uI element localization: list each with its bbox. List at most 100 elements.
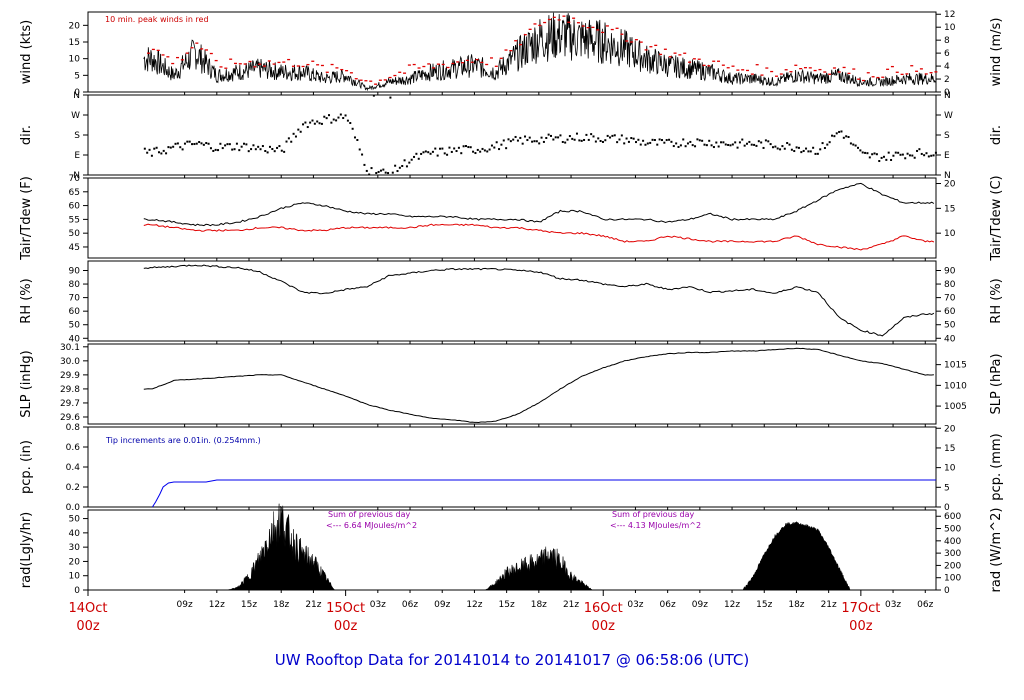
peak-wind-mark <box>325 71 329 73</box>
dir-point <box>417 157 420 160</box>
peak-wind-mark <box>702 64 706 66</box>
ytick-label-right-rad: 200 <box>944 561 961 571</box>
dir-point <box>911 154 914 157</box>
dir-point <box>231 148 234 151</box>
peak-wind-mark <box>518 43 522 46</box>
dir-point <box>856 146 859 149</box>
dir-point <box>219 142 222 145</box>
peak-wind-mark <box>770 70 774 73</box>
peak-wind-mark <box>678 54 682 56</box>
dir-point <box>812 146 815 149</box>
dir-point <box>580 139 583 142</box>
dir-point <box>559 134 562 137</box>
peak-wind-mark <box>403 72 407 74</box>
peak-wind-mark <box>572 17 576 19</box>
peak-wind-mark <box>774 75 778 77</box>
dir-point <box>781 145 784 148</box>
dir-point <box>535 140 538 143</box>
dir-point <box>502 139 505 142</box>
dir-point <box>285 140 288 143</box>
xtick-label: 21z <box>305 600 321 610</box>
dir-point <box>578 139 581 142</box>
peak-wind-mark <box>291 65 295 67</box>
peak-wind-mark <box>489 57 493 59</box>
peak-wind-mark <box>828 73 832 75</box>
peak-wind-mark <box>547 18 551 21</box>
dir-point <box>493 146 496 149</box>
dir-point <box>335 119 338 122</box>
dir-point <box>587 138 590 141</box>
ytick-label-right-pcp: 5 <box>944 483 950 493</box>
peak-wind-mark <box>900 73 904 76</box>
peak-wind-mark <box>311 60 315 62</box>
dir-point <box>918 148 921 151</box>
ytick-label-right-rh: 90 <box>944 266 956 276</box>
pcp-series-line <box>151 479 936 508</box>
dir-point <box>460 152 463 155</box>
peak-wind-mark <box>543 21 547 24</box>
dir-point <box>365 169 368 172</box>
dir-point <box>880 156 883 159</box>
dir-point <box>276 146 279 149</box>
dir-point <box>712 146 715 149</box>
dir-point <box>332 118 335 121</box>
dir-point <box>790 148 793 151</box>
peak-wind-mark <box>335 67 339 69</box>
dir-point <box>930 154 933 157</box>
peak-wind-mark <box>557 19 561 21</box>
dir-point <box>767 140 770 143</box>
peak-wind-mark <box>374 83 378 85</box>
dir-point <box>446 153 449 156</box>
peak-wind-mark <box>262 65 266 67</box>
peak-wind-mark <box>765 67 769 69</box>
dir-point <box>573 138 576 141</box>
dir-point <box>842 136 845 139</box>
peak-wind-mark <box>461 62 465 64</box>
dir-point <box>932 154 935 157</box>
dir-point <box>429 152 432 155</box>
peak-wind-mark <box>465 59 469 62</box>
dir-point <box>434 147 437 150</box>
dir-point <box>538 142 541 145</box>
dir-point <box>639 143 642 146</box>
dir-point <box>516 139 519 142</box>
ytick-label-left-wind: 15 <box>69 38 80 48</box>
peak-wind-mark <box>586 27 590 29</box>
dir-point <box>705 144 708 147</box>
dir-point <box>727 143 730 146</box>
dir-point <box>826 143 829 146</box>
dir-point <box>394 164 397 167</box>
dir-point <box>738 141 741 144</box>
dir-point <box>819 148 822 151</box>
panel-temp <box>87 177 937 259</box>
dir-point <box>901 153 904 156</box>
ytick-label-right-rad: 500 <box>944 525 961 535</box>
peak-wind-mark <box>876 76 880 79</box>
dir-point <box>448 146 451 149</box>
dir-point <box>609 136 612 139</box>
dir-point <box>670 140 673 143</box>
dir-point <box>795 146 798 149</box>
dir-point <box>299 130 302 133</box>
peak-wind-mark <box>673 52 677 54</box>
peak-wind-mark <box>345 70 349 72</box>
ytick-label-left-temp: 45 <box>69 243 80 253</box>
peak-wind-mark <box>929 72 933 74</box>
peak-wind-mark <box>480 61 484 64</box>
ytick-label-left-rad: 0 <box>74 586 80 596</box>
dir-point <box>736 146 739 149</box>
dir-point <box>679 144 682 147</box>
dir-point <box>160 152 163 155</box>
dir-point <box>143 147 146 150</box>
peak-wind-mark <box>354 78 358 80</box>
ytick-label-right-wind: 0 <box>944 88 950 98</box>
dir-point <box>148 148 151 151</box>
dir-point <box>660 139 663 142</box>
dir-point <box>566 138 569 141</box>
dir-point <box>892 154 895 157</box>
xtick-label: 12z <box>724 600 740 610</box>
dir-point <box>760 141 763 144</box>
peak-wind-mark <box>272 63 276 65</box>
peak-wind-mark <box>151 48 155 51</box>
dir-point <box>519 136 522 139</box>
